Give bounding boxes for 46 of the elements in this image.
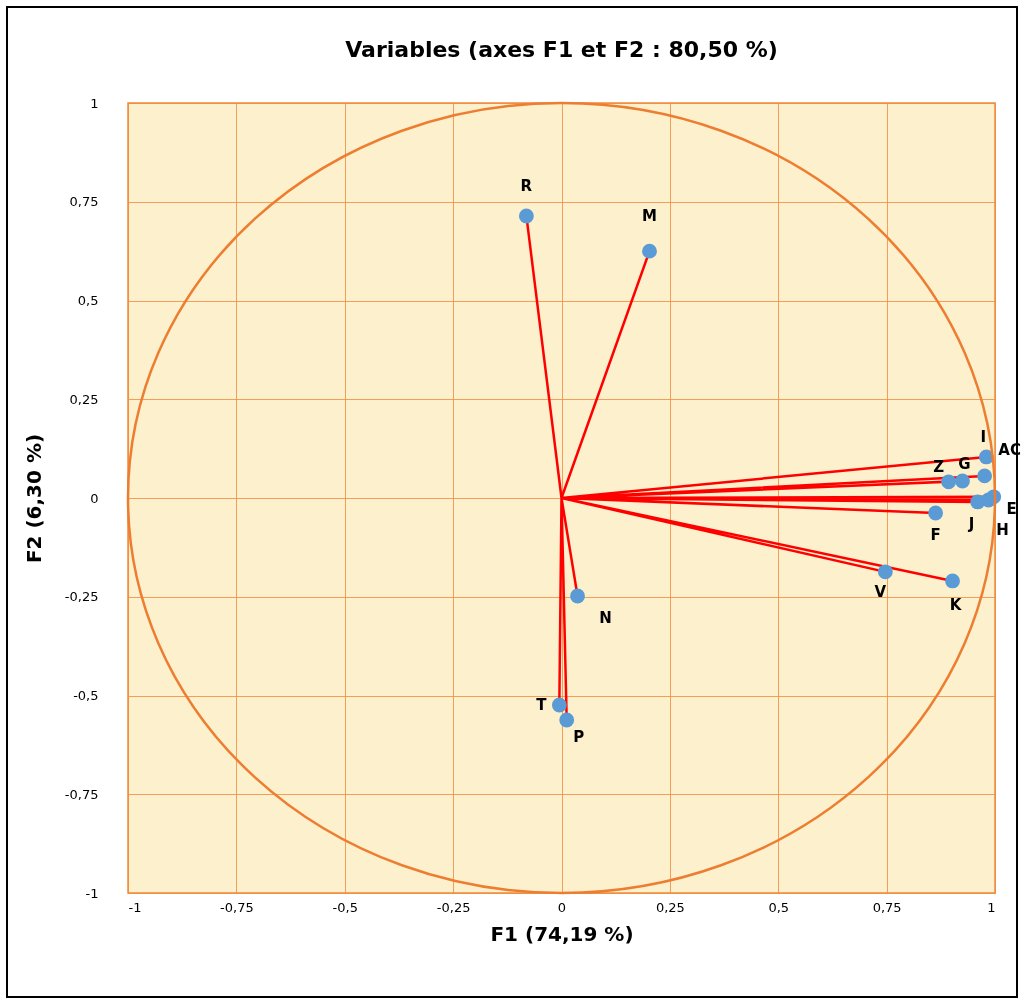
- chart-title: Variables (axes F1 et F2 : 80,50 %): [345, 37, 778, 62]
- annotation: Z: [933, 457, 945, 476]
- annotation: F: [930, 526, 941, 545]
- annotation: T: [536, 695, 548, 714]
- point: [955, 473, 970, 489]
- x-tick-label: -0,75: [220, 899, 254, 915]
- point: [570, 588, 585, 604]
- point: [642, 243, 657, 259]
- x-axis-title: F1 (74,19 %): [490, 921, 634, 946]
- point: [977, 468, 993, 484]
- y-axis-title: F2 (6,30 %): [21, 433, 46, 564]
- y-tick-label: 0: [90, 490, 99, 506]
- point: [559, 712, 575, 728]
- annotation: M: [642, 207, 657, 226]
- x-tick-label: 0,5: [768, 899, 790, 915]
- x-tick-label: 0,25: [655, 899, 685, 915]
- x-tick-label: -1: [128, 899, 142, 915]
- point: [941, 474, 957, 490]
- point: [551, 697, 567, 713]
- y-tick-label: -0,75: [64, 786, 99, 802]
- annotation: H: [996, 520, 1009, 539]
- annotation: G: [958, 455, 971, 474]
- annotation: R: [520, 176, 533, 195]
- y-tick-label: 0,75: [69, 194, 99, 210]
- x-tick-label: 0,75: [872, 899, 902, 915]
- annotation: E: [1006, 499, 1017, 518]
- y-tick-label: -0,25: [64, 589, 99, 605]
- x-tick-label: 0: [557, 899, 567, 915]
- annotation: V: [874, 582, 887, 601]
- point: [945, 573, 960, 589]
- annotation: P: [573, 727, 585, 746]
- y-tick-label: 0,25: [69, 391, 99, 407]
- annotation: N: [599, 608, 612, 627]
- x-tick-label: -0,5: [332, 899, 358, 915]
- y-tick-label: -1: [85, 885, 99, 901]
- point: [877, 564, 893, 580]
- annotation: I: [980, 427, 987, 446]
- y-tick-label: -0,5: [73, 688, 99, 703]
- y-tick-label: 0,5: [77, 293, 99, 308]
- point: [518, 208, 534, 224]
- x-tick-label: 1: [987, 899, 996, 915]
- annotation: J: [967, 514, 975, 533]
- y-tick-label: 1: [90, 95, 99, 111]
- x-tick-label: -0,25: [436, 899, 471, 915]
- annotation: K: [949, 595, 963, 614]
- point: [928, 505, 944, 521]
